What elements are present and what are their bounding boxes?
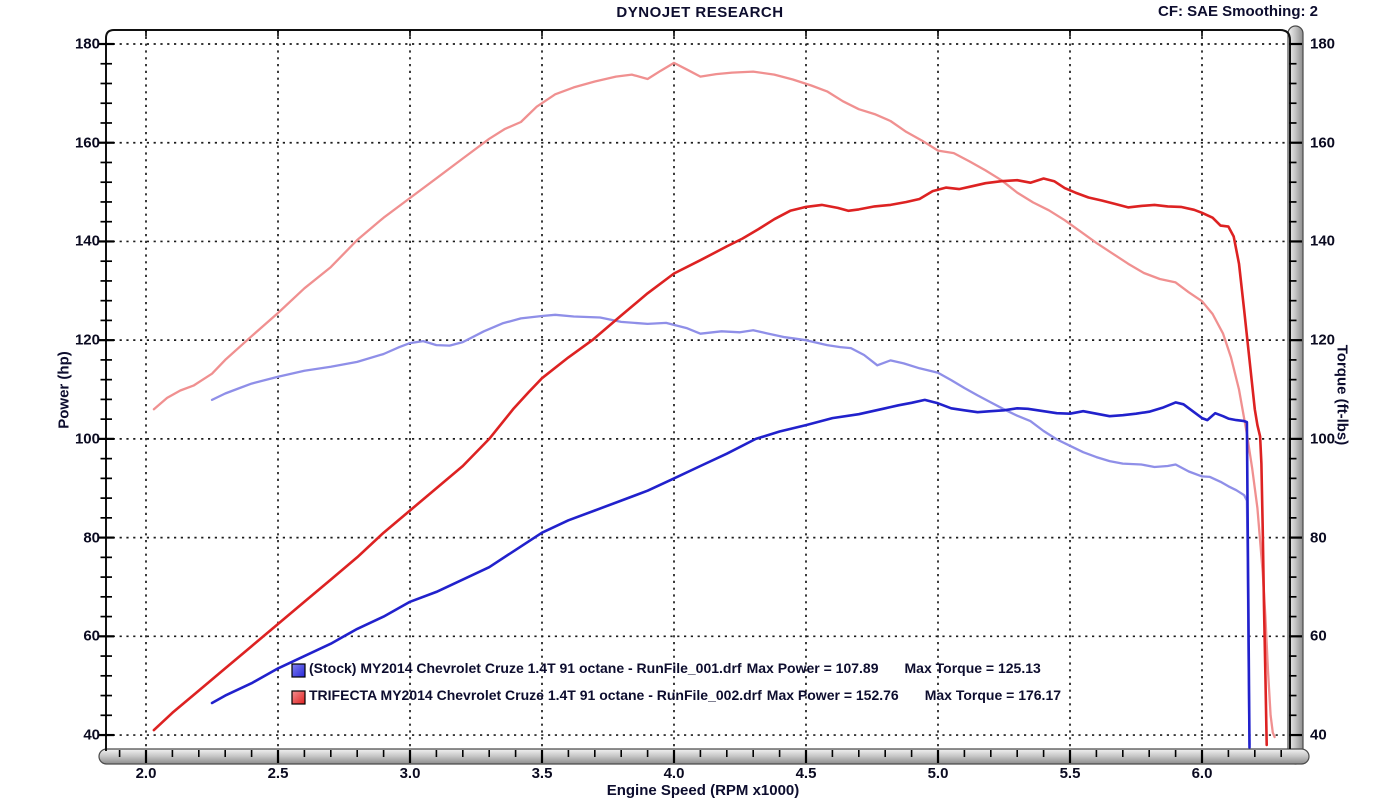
rpm-tick-label-5.0: 5.0: [927, 765, 949, 782]
legend-trifecta-max-torque: Max Torque = 176.17: [924, 687, 1062, 703]
power-tick-label-100: 100: [74, 430, 100, 448]
torque-tick-label-100: 100: [1310, 430, 1336, 448]
power-tick-label-180: 180: [74, 35, 100, 53]
torque-tick-label-120: 120: [1310, 331, 1336, 349]
y-axis-label-torque: Torque (ft-lbs): [1333, 344, 1351, 446]
legend-stock-label: (Stock) MY2014 Chevrolet Cruze 1.4T 91 o…: [309, 660, 742, 676]
legend-line-trifecta: TRIFECTA MY2014 Chevrolet Cruze 1.4T 91 …: [309, 687, 1061, 703]
x-axis-label: Engine Speed (RPM x1000): [606, 782, 800, 799]
torque-tick-label-40: 40: [1310, 726, 1327, 744]
torque-tick-label-60: 60: [1310, 627, 1327, 645]
rpm-tick-label-3.0: 3.0: [399, 765, 421, 782]
power-tick-label-80: 80: [83, 529, 100, 547]
chart-title: DYNOJET RESEARCH: [616, 4, 784, 21]
power-tick-label-140: 140: [74, 232, 100, 250]
legend-stock-max-power: Max Power = 107.89: [746, 660, 879, 676]
curve-trifecta-torque: [152, 61, 1276, 739]
rpm-tick-label-2.5: 2.5: [267, 765, 289, 782]
curve-stock-power: [210, 398, 1251, 749]
y-axis-label-power: Power (hp): [55, 351, 73, 429]
torque-tick-label-180: 180: [1310, 35, 1336, 53]
power-tick-label-160: 160: [74, 134, 100, 152]
legend-marker-stock: [291, 663, 306, 678]
rpm-tick-label-5.5: 5.5: [1059, 765, 1081, 782]
legend-line-stock: (Stock) MY2014 Chevrolet Cruze 1.4T 91 o…: [309, 660, 1041, 676]
legend-trifecta-max-power: Max Power = 152.76: [766, 687, 899, 703]
correction-smoothing-info: CF: SAE Smoothing: 2: [1158, 3, 1318, 20]
power-tick-label-40: 40: [83, 726, 100, 744]
legend-trifecta-label: TRIFECTA MY2014 Chevrolet Cruze 1.4T 91 …: [309, 687, 762, 703]
rpm-tick-label-3.5: 3.5: [531, 765, 553, 782]
torque-tick-label-140: 140: [1310, 232, 1336, 250]
legend-marker-trifecta: [291, 690, 306, 705]
plot-frame: [105, 29, 1291, 751]
rpm-tick-label-6.0: 6.0: [1191, 765, 1213, 782]
curve-stock-torque: [210, 313, 1251, 747]
bottom-axis-bar: [98, 748, 1310, 765]
rpm-tick-label-4.0: 4.0: [663, 765, 685, 782]
legend-stock-max-torque: Max Torque = 125.13: [904, 660, 1041, 676]
power-tick-label-60: 60: [83, 627, 100, 645]
torque-tick-label-80: 80: [1310, 529, 1327, 547]
torque-tick-label-160: 160: [1310, 134, 1336, 152]
rpm-tick-label-2.0: 2.0: [135, 765, 157, 782]
power-tick-label-120: 120: [74, 331, 100, 349]
rpm-tick-label-4.5: 4.5: [795, 765, 817, 782]
curve-trifecta-power: [152, 177, 1268, 747]
